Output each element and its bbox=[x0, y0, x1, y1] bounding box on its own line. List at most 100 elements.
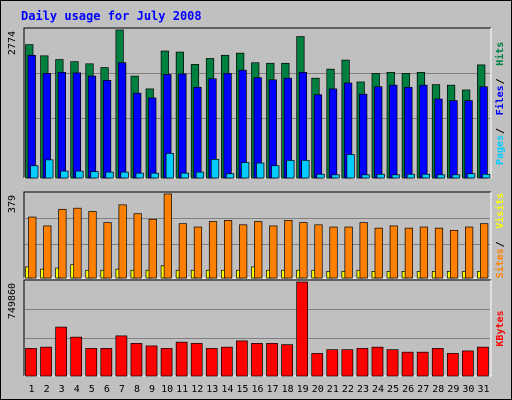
files-bar bbox=[148, 97, 157, 179]
x-tick-label: 25 bbox=[387, 384, 399, 395]
files-bar bbox=[268, 79, 277, 179]
kbytes-bar bbox=[266, 343, 278, 377]
legend-label: Pages bbox=[495, 135, 506, 165]
sites-bar bbox=[43, 225, 52, 279]
pages-bar bbox=[256, 162, 265, 179]
legend-separator: / bbox=[495, 128, 506, 134]
sites-bar bbox=[223, 220, 233, 279]
y-tick-label: 379 bbox=[7, 195, 18, 213]
kbytes-bar bbox=[70, 336, 83, 377]
sites-bar bbox=[269, 225, 278, 279]
pages-bar bbox=[346, 154, 355, 179]
sites-bar bbox=[344, 226, 353, 279]
files-bar bbox=[479, 86, 488, 179]
files-bar bbox=[434, 98, 443, 179]
files-bar bbox=[193, 86, 202, 179]
y-tick-label: 749860 bbox=[7, 283, 18, 319]
sites-bar bbox=[148, 218, 157, 279]
kbytes-bar bbox=[145, 345, 158, 377]
sites-bar bbox=[254, 221, 263, 279]
pages-bar bbox=[421, 173, 431, 179]
sites-bar bbox=[28, 216, 37, 279]
pages-bar bbox=[60, 170, 69, 179]
x-tick-label: 26 bbox=[402, 384, 414, 395]
pages-bar bbox=[135, 172, 144, 179]
files-bar bbox=[27, 54, 36, 179]
kbytes-bar bbox=[205, 348, 218, 377]
x-tick-label: 31 bbox=[477, 384, 489, 395]
kbytes-bar bbox=[220, 346, 233, 377]
pages-bar bbox=[271, 165, 280, 179]
kbytes-bar bbox=[296, 281, 309, 377]
pages-bar bbox=[150, 172, 159, 179]
kbytes-bar bbox=[477, 346, 489, 377]
sites-bar bbox=[389, 225, 398, 279]
files-bar bbox=[102, 80, 112, 179]
kbytes-bar bbox=[130, 343, 143, 377]
legend-label: Visits bbox=[494, 193, 506, 229]
plot-border-dark bbox=[23, 279, 491, 376]
pages-bar bbox=[75, 170, 84, 179]
pages-bar bbox=[195, 171, 205, 179]
kbytes-bar bbox=[40, 346, 52, 377]
sites-bar bbox=[178, 223, 187, 279]
sites-bar bbox=[73, 207, 82, 279]
kbytes-bar bbox=[236, 340, 248, 377]
sites-bar bbox=[465, 226, 474, 279]
sites-bar bbox=[329, 226, 338, 279]
x-tick-label: 20 bbox=[312, 384, 324, 395]
x-tick-label: 10 bbox=[161, 384, 173, 395]
kbytes-bar bbox=[160, 348, 173, 377]
sites-bar bbox=[419, 226, 429, 279]
x-tick-label: 21 bbox=[327, 384, 339, 395]
files-bar bbox=[328, 88, 338, 179]
sites-bar bbox=[359, 222, 368, 279]
pages-bar bbox=[316, 173, 325, 179]
kbytes-bar bbox=[401, 351, 414, 377]
x-tick-label: 29 bbox=[447, 384, 459, 395]
files-bar bbox=[133, 92, 142, 179]
sites-bar bbox=[118, 204, 127, 279]
pages-bar bbox=[482, 173, 491, 179]
pages-bar bbox=[436, 174, 446, 179]
x-tick-label: 13 bbox=[206, 384, 218, 395]
legend-label: KBytes bbox=[495, 310, 506, 346]
files-bar bbox=[313, 94, 323, 179]
pages-bar bbox=[180, 172, 189, 179]
kbytes-bar bbox=[326, 349, 339, 377]
pages-bar bbox=[301, 160, 310, 179]
x-tick-label: 4 bbox=[74, 384, 80, 395]
pages-bar bbox=[286, 160, 295, 179]
sites-bar bbox=[374, 227, 383, 279]
x-tick-label: 17 bbox=[267, 384, 279, 395]
kbytes-bar bbox=[251, 343, 263, 377]
pages-bar bbox=[391, 174, 400, 179]
chart-title: Daily usage for July 2008 bbox=[21, 9, 202, 23]
pages-bar bbox=[451, 174, 461, 179]
kbytes-bar bbox=[190, 343, 203, 377]
sites-bar bbox=[480, 223, 489, 279]
kbytes-bar bbox=[115, 335, 128, 377]
sites-bar bbox=[434, 227, 444, 279]
pages-bar bbox=[376, 173, 385, 179]
x-tick-label: 7 bbox=[119, 384, 125, 395]
pages-bar bbox=[241, 162, 250, 179]
x-tick-label: 6 bbox=[104, 384, 110, 395]
sites-bar bbox=[103, 222, 112, 279]
pages-bar bbox=[467, 173, 476, 179]
kbytes-bar bbox=[311, 353, 324, 377]
x-tick-label: 30 bbox=[462, 384, 474, 395]
legend-label: Sites bbox=[494, 248, 506, 278]
files-bar bbox=[404, 86, 413, 179]
x-tick-label: 28 bbox=[432, 384, 444, 395]
x-tick-label: 18 bbox=[282, 384, 294, 395]
files-bar bbox=[359, 93, 368, 179]
legend-label: Hits bbox=[494, 42, 506, 66]
kbytes-bar bbox=[386, 349, 399, 377]
sites-bar bbox=[193, 226, 203, 279]
x-tick-label: 24 bbox=[372, 384, 384, 395]
sites-bar bbox=[163, 193, 172, 279]
kbytes-bar bbox=[371, 346, 384, 377]
files-bar bbox=[87, 75, 97, 179]
